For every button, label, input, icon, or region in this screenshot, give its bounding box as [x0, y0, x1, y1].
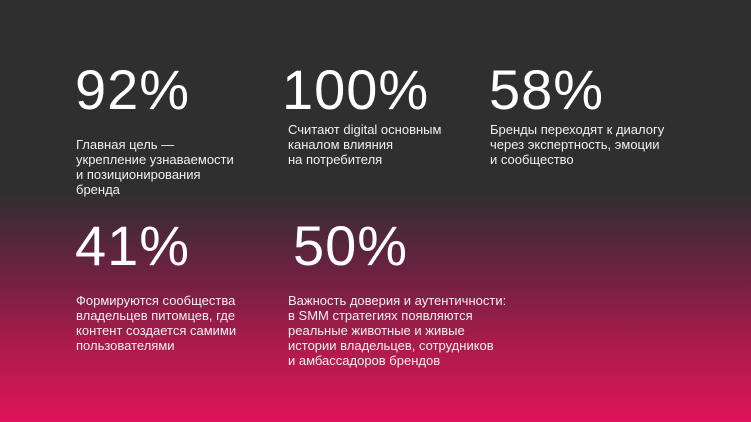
- stat-description: Считают digital основным каналом влияния…: [288, 122, 442, 167]
- stat-value: 50%: [293, 214, 409, 277]
- stat-value: 58%: [489, 58, 605, 121]
- stat-description: Важность доверия и аутентичности: в SMM …: [288, 293, 507, 368]
- stat-description: Главная цель — укрепление узнаваемости и…: [76, 137, 234, 197]
- stat-value: 100%: [282, 58, 430, 121]
- stat-description: Формируются сообщества владельцев питомц…: [76, 293, 237, 353]
- stat-description: Бренды переходят к диалогу через эксперт…: [490, 122, 665, 167]
- stat-value: 41%: [75, 214, 191, 277]
- stat-value: 92%: [75, 58, 191, 121]
